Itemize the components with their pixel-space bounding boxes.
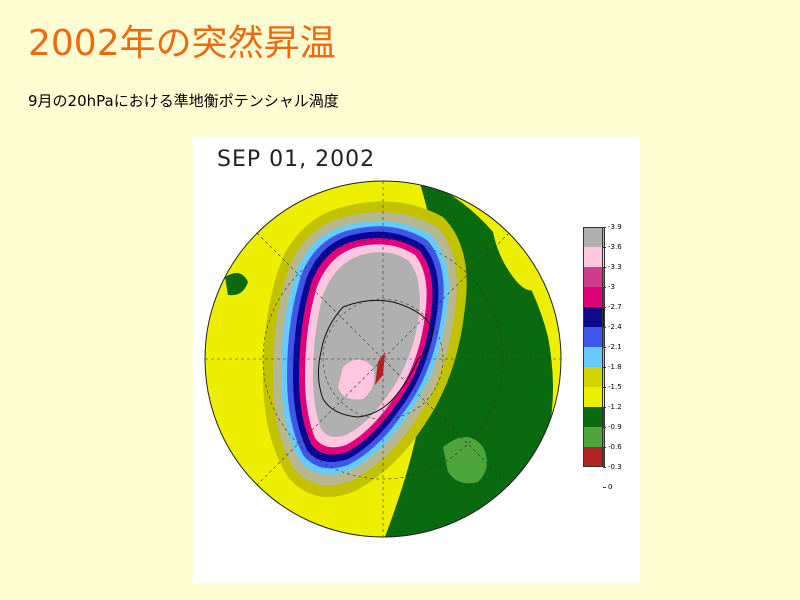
- colorbar-label: -3.3: [608, 263, 622, 271]
- colorbar-label: -2.4: [608, 323, 622, 331]
- colorbar-tick: [603, 487, 606, 488]
- colorbar-label: -0.6: [608, 443, 622, 451]
- colorbar-label: -3.6: [608, 243, 622, 251]
- colorbar-tick: [603, 307, 606, 308]
- map-panel: SEP 01, 2002: [193, 137, 640, 583]
- map-border: [204, 180, 562, 538]
- colorbar-label: -1.2: [608, 403, 622, 411]
- pink-patch: [338, 359, 375, 400]
- colorbar-tick: [603, 287, 606, 288]
- colorbar-label: -2.7: [608, 303, 622, 311]
- slide-subtitle: 9月の20hPaにおける準地衡ポテンシャル渦度: [28, 92, 339, 110]
- light-green-patch: [443, 437, 487, 484]
- colorbar-tick: [603, 227, 606, 228]
- colorbar-tick: [603, 267, 606, 268]
- colorbar-tick: [603, 387, 606, 388]
- colorbar-label: -3.9: [608, 223, 622, 231]
- antarctica-outline: [317, 299, 434, 418]
- colorbar-tick: [603, 347, 606, 348]
- pole-marker: [375, 352, 385, 385]
- map-date-label: SEP 01, 2002: [217, 147, 376, 172]
- colorbar-tick: [603, 367, 606, 368]
- colorbar-tick: [603, 407, 606, 408]
- green-island: [225, 273, 248, 296]
- colorbar-tick: [603, 327, 606, 328]
- colorbar-tick: [603, 427, 606, 428]
- colorbar: -3.9 -3.6 -3.3 -3 -2.7 -2.4 -2.1 -1.8 -1.5 -1.2 -0…: [583, 223, 639, 497]
- yellow-tongue: [493, 232, 538, 291]
- colorbar-tick: [603, 467, 606, 468]
- colorbar-label: -2.1: [608, 343, 622, 351]
- colorbar-tick: [603, 247, 606, 248]
- colorbar-label: -1.8: [608, 363, 622, 371]
- polar-vortex-map: [204, 180, 562, 538]
- slide-title: 2002年の突然昇温: [28, 23, 336, 64]
- colorbar-tick: [603, 447, 606, 448]
- colorbar-label: -3: [608, 283, 615, 291]
- colorbar-label: -0.9: [608, 423, 622, 431]
- colorbar-label: 0: [608, 483, 613, 491]
- colorbar-frame: [583, 227, 603, 467]
- colorbar-label: -1.5: [608, 383, 622, 391]
- colorbar-label: -0.3: [608, 463, 622, 471]
